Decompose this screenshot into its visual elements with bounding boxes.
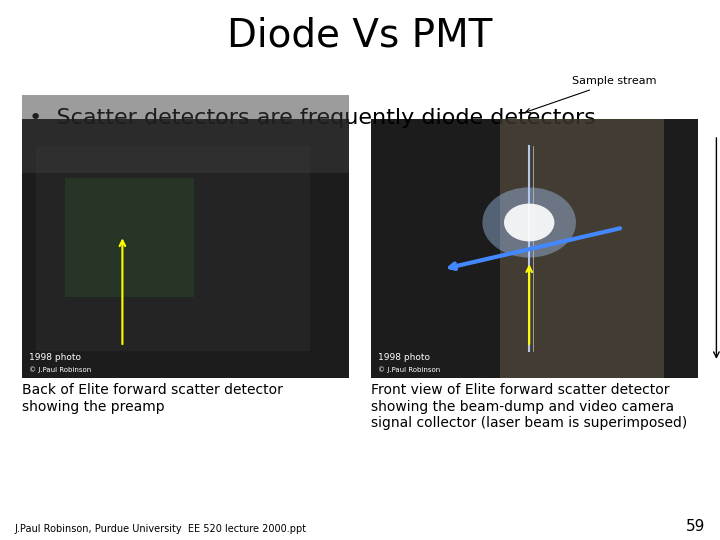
Bar [36,146,310,351]
Bar [65,178,194,297]
Text: 1998 photo: 1998 photo [29,353,81,362]
Text: Front view of Elite forward scatter detector
showing the beam-dump and video cam: Front view of Elite forward scatter dete… [371,383,687,430]
Bar [371,119,698,378]
Text: J.Paul Robinson, Purdue University  EE 520 lecture 2000.ppt: J.Paul Robinson, Purdue University EE 52… [14,523,307,534]
Text: Back of Elite forward scatter detector
showing the preamp: Back of Elite forward scatter detector s… [22,383,282,414]
Text: Diode Vs PMT: Diode Vs PMT [228,16,492,54]
Text: •  Scatter detectors are frequently diode detectors: • Scatter detectors are frequently diode… [29,108,595,128]
Circle shape [504,204,554,241]
Text: 59: 59 [686,518,706,534]
Text: Sample stream: Sample stream [526,76,657,113]
Circle shape [482,187,576,258]
Bar [500,119,665,378]
Bar [22,119,349,378]
Text: © J.Paul Robinson: © J.Paul Robinson [378,366,440,373]
Text: 1998 photo: 1998 photo [378,353,430,362]
Bar [22,95,349,173]
Text: © J.Paul Robinson: © J.Paul Robinson [29,366,91,373]
